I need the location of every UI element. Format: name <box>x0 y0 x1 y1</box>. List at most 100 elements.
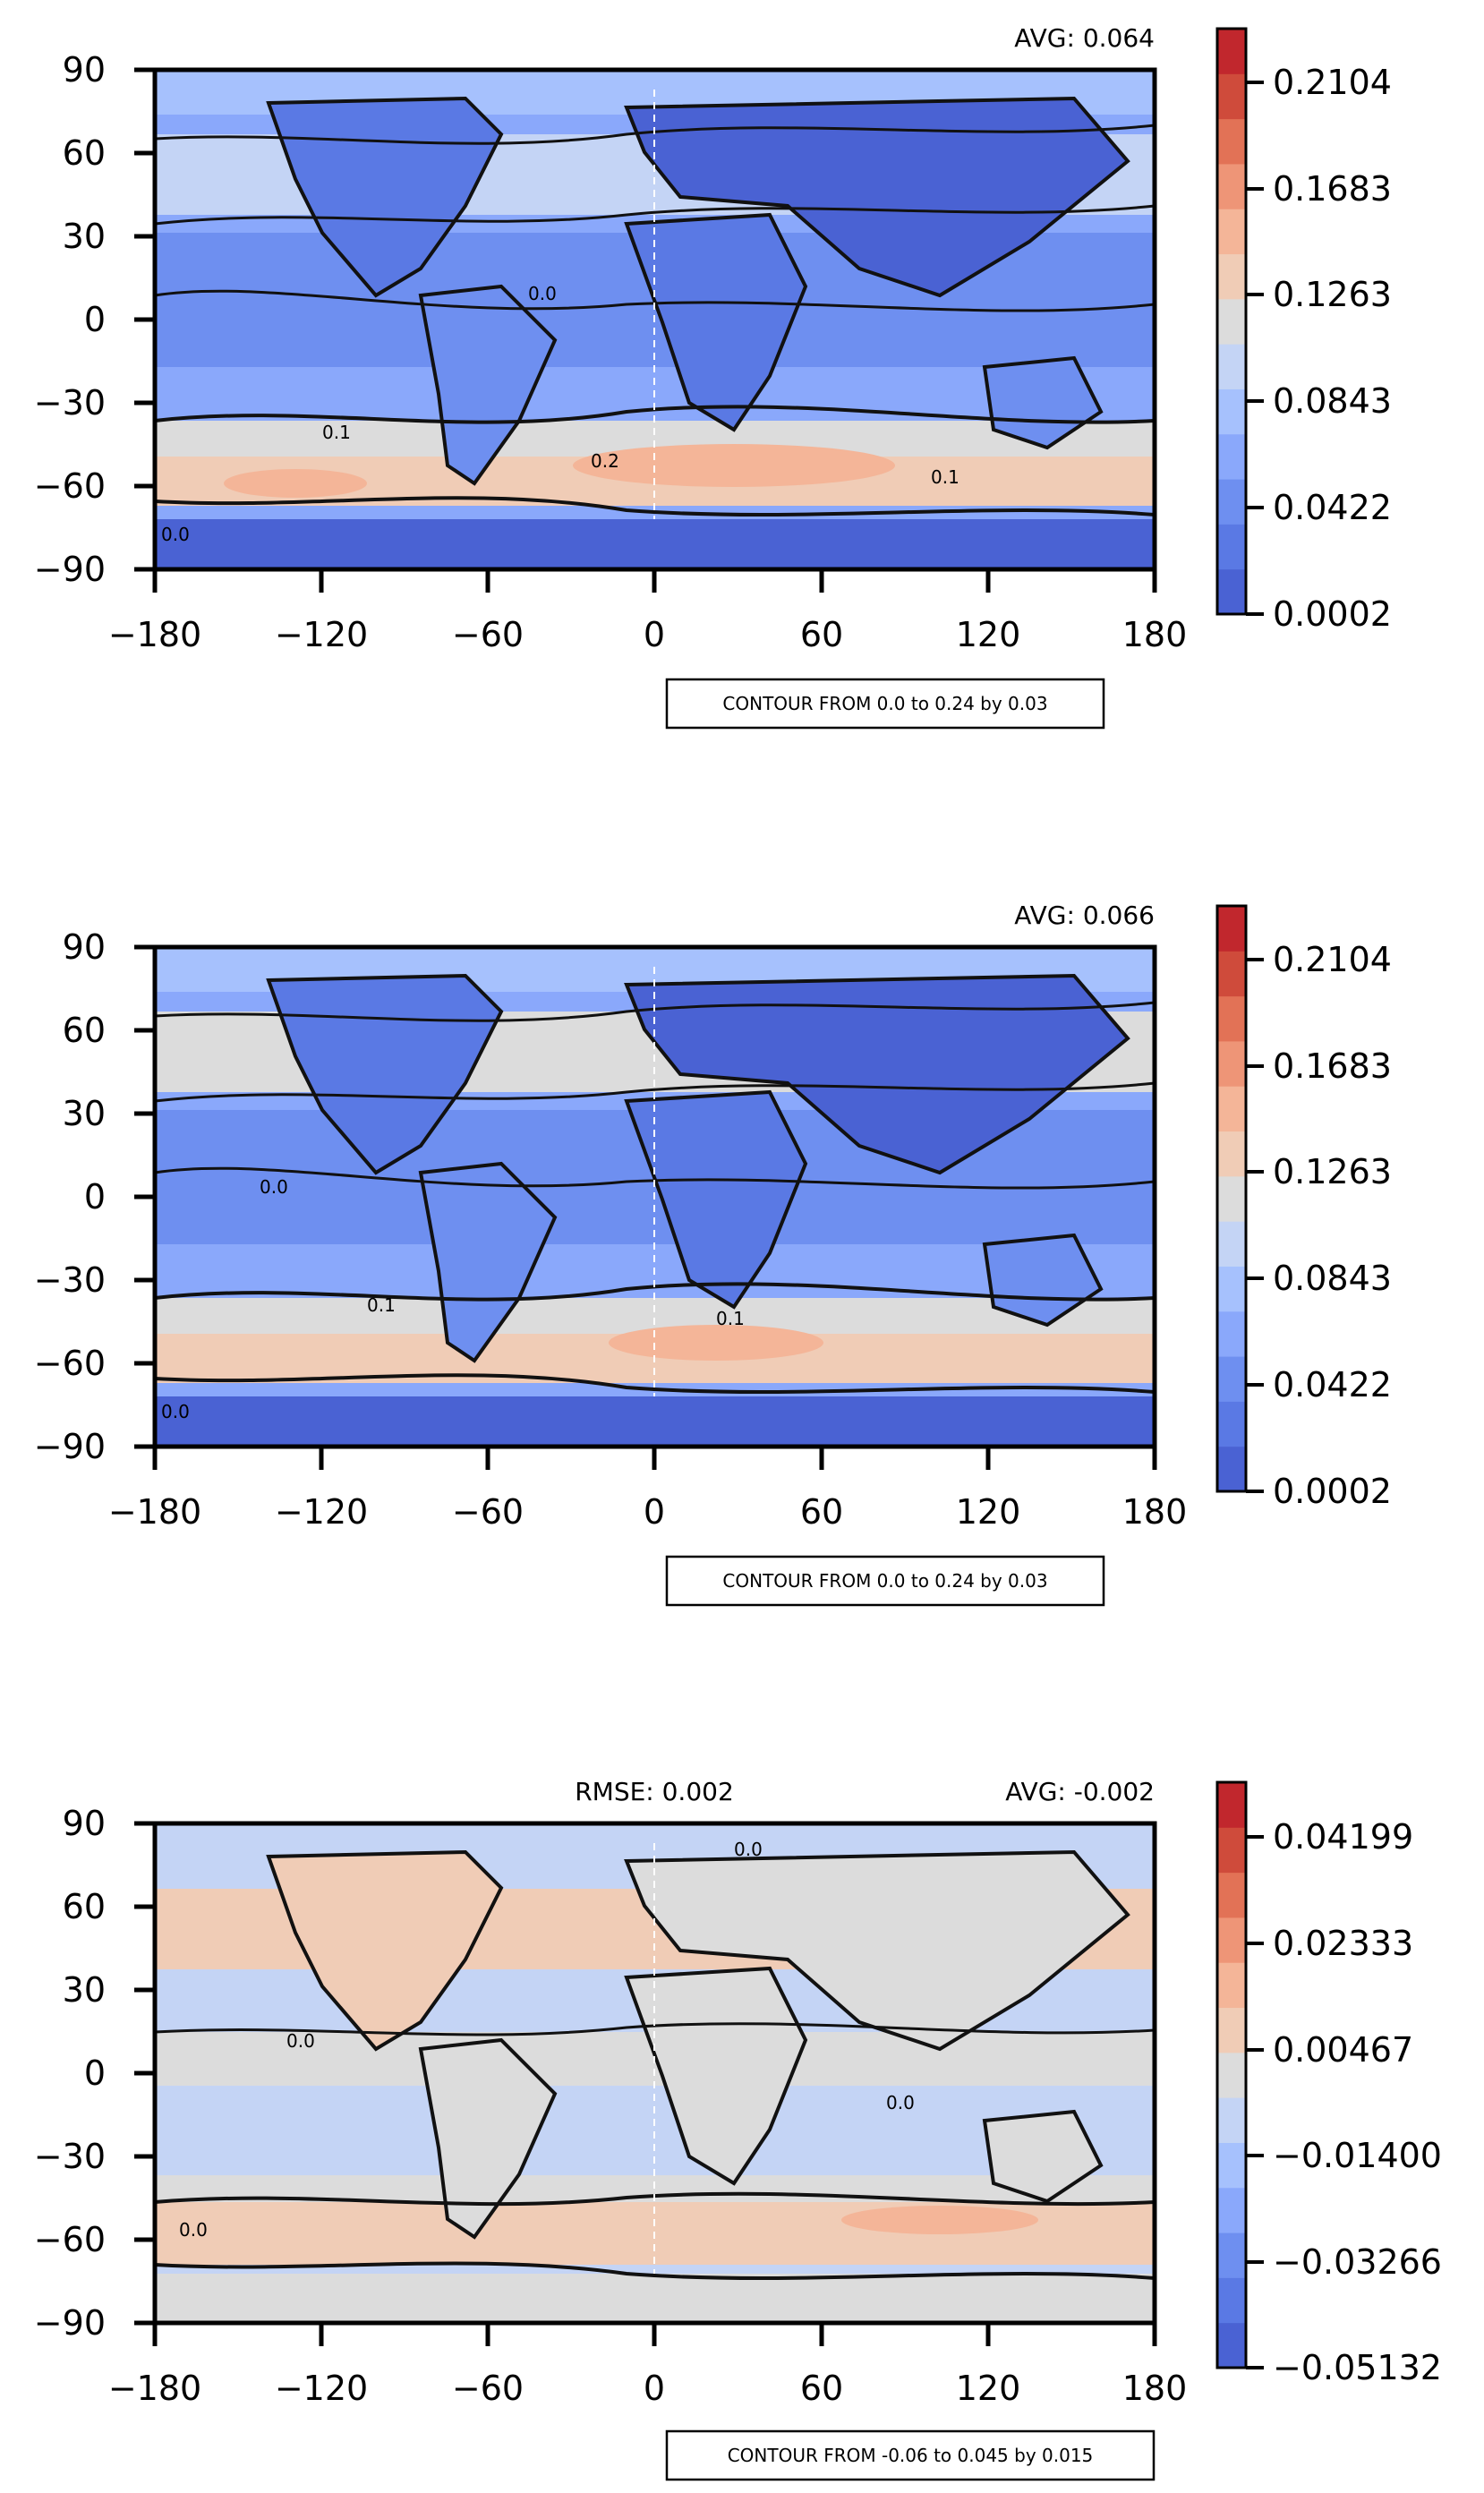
panel-2-x-tick-label: −120 <box>275 1492 368 1532</box>
panel-3-colorbar-tick: −0.05132 <box>1246 2348 1442 2387</box>
colorbar-swatch <box>1217 1872 1246 1918</box>
panel-3-y-tick: −60 <box>34 2220 155 2259</box>
panel-1-x-axis: −180 −120 −60 0 60 120 180 <box>108 569 1187 654</box>
panel-3-y-tick-label: −90 <box>34 2303 106 2343</box>
panel-1-y-tick: 60 <box>63 133 155 173</box>
panel-2-x-tick: 0 <box>644 1447 665 1532</box>
panel-3-y-tick: 0 <box>84 2053 155 2093</box>
colorbar-swatch <box>1217 995 1246 1042</box>
panel-2-x-tick: −120 <box>275 1447 368 1532</box>
panel-1-colorbar: 0.0002 0.0422 0.0843 0.1263 0.1683 0.210… <box>1215 27 1392 634</box>
panel-2-colorbar-swatches <box>1217 906 1246 1492</box>
panel-3-colorbar-tick: −0.01400 <box>1246 2136 1442 2175</box>
panel-1-contour-line <box>154 204 1156 226</box>
panel-1-contour-line <box>154 289 1156 312</box>
panel-2-patch-southern-ocean-peak <box>609 1325 823 1361</box>
panel-3-colorbar-tick: −0.03266 <box>1246 2242 1442 2282</box>
panel-1-contour-line <box>154 124 1156 145</box>
panel-1-contour-label: 0.1 <box>931 466 959 488</box>
panel-2-map: 0.0 0.1 0.1 0.0 <box>152 944 1157 1449</box>
panel-1-continent-north-america <box>266 96 504 298</box>
panel-3-contour-label: 0.0 <box>286 2030 315 2052</box>
colorbar-swatch <box>1217 2052 1246 2098</box>
panel-2-contour-note-box <box>665 1555 1105 1607</box>
panel-3-x-tick-label: −120 <box>275 2369 368 2408</box>
colorbar-swatch <box>1217 1827 1246 1874</box>
colorbar-swatch <box>1217 524 1246 570</box>
panel-1-y-tick: −90 <box>34 550 155 589</box>
panel-1-x-tick-label: 60 <box>800 615 843 654</box>
panel-2-band-antarctic <box>155 1396 1155 1447</box>
panel-2-contour-line <box>154 1373 1156 1394</box>
panel-3-y-tick-label: 60 <box>63 1887 106 1926</box>
panel-2-x-tick-label: 0 <box>644 1492 665 1532</box>
panel-3-x-tick-label: −60 <box>452 2369 524 2408</box>
panel-1-x-tick: 60 <box>800 569 843 654</box>
colorbar-swatch <box>1217 433 1246 480</box>
panel-2-y-tick: 30 <box>63 1094 155 1133</box>
panel-2-colorbar-tick: 0.2104 <box>1246 940 1392 979</box>
panel-3-colorbar-tick-label: −0.01400 <box>1273 2136 1442 2175</box>
panel-2-y-tick-label: −30 <box>34 1260 106 1300</box>
panel-3-y-tick-label: −30 <box>34 2137 106 2176</box>
panel-3-x-tick: −120 <box>275 2323 368 2408</box>
panel-3-contour-note-text: CONTOUR FROM -0.06 to 0.045 by 0.015 <box>728 2445 1094 2466</box>
panel-3-colorbar-tick-label: −0.05132 <box>1273 2348 1442 2387</box>
panel-2-colorbar-tick: 0.1263 <box>1246 1152 1392 1191</box>
panel-3-colorbar-tick: 0.00467 <box>1246 2030 1413 2070</box>
panel-2-continent-south-america <box>418 1161 558 1363</box>
panel-3-band-antarctic <box>155 2274 1155 2323</box>
panel-2-continent-africa <box>624 1089 808 1310</box>
colorbar-swatch <box>1217 1175 1246 1222</box>
panel-2-colorbar-frame <box>1215 904 1248 1493</box>
panel-2-colorbar-tick: 0.0843 <box>1246 1259 1392 1298</box>
panel-1-x-tick: −60 <box>452 569 524 654</box>
panel-1-colorbar-frame <box>1215 27 1248 616</box>
panel-3-x-tick: 0 <box>644 2323 665 2408</box>
panel-1-colorbar-tick: 0.0002 <box>1246 594 1392 634</box>
panel-1-y-tick-label: −60 <box>34 466 106 506</box>
colorbar-swatch <box>1217 29 1246 74</box>
panel-1-y-axis: 90 60 30 0 −30 −60 −90 <box>34 50 155 589</box>
panel-3-colorbar-tick-label: −0.03266 <box>1273 2242 1442 2282</box>
panel-3-contour-note: CONTOUR FROM -0.06 to 0.045 by 0.015 <box>665 2429 1156 2481</box>
colorbar-swatch <box>1217 1401 1246 1447</box>
colorbar-swatch <box>1217 388 1246 435</box>
panel-1-y-tick-label: 0 <box>84 300 106 339</box>
panel-2-continent-north-america <box>266 973 504 1175</box>
colorbar-swatch <box>1217 1446 1246 1492</box>
panel-1-colorbar-tick: 0.1263 <box>1246 275 1392 314</box>
colorbar-swatch <box>1217 1131 1246 1177</box>
colorbar-swatch <box>1217 2142 1246 2189</box>
panel-1-contour-line <box>154 496 1156 517</box>
panel-2-colorbar-tick-label: 0.0422 <box>1273 1365 1392 1404</box>
panel-3-x-tick-label: 0 <box>644 2369 665 2408</box>
panel-3-contour-line <box>154 2261 1156 2280</box>
panel-3-y-tick-label: 90 <box>63 1804 106 1843</box>
panel-2-x-tick-label: −180 <box>108 1492 201 1532</box>
colorbar-swatch <box>1217 1086 1246 1132</box>
panel-2-colorbar-tick-label: 0.1683 <box>1273 1046 1392 1086</box>
panel-2-contour-line <box>154 1081 1156 1103</box>
panel-1-colorbar-tick: 0.2104 <box>1246 63 1392 102</box>
panel-1-band-antarctic <box>155 519 1155 569</box>
panel-3-contour-label: 0.0 <box>179 2219 208 2241</box>
panel-2-band-south-midlat <box>155 1298 1155 1334</box>
colorbar-swatch <box>1217 253 1246 300</box>
panel-1-y-tick-label: −90 <box>34 550 106 589</box>
panel-1-colorbar-tick-label: 0.2104 <box>1273 63 1392 102</box>
panel-3-x-tick-label: 180 <box>1122 2369 1188 2408</box>
panel-3-colorbar-frame <box>1215 1780 1248 2369</box>
panel-3-y-tick: 90 <box>63 1804 155 1843</box>
panel-2-x-tick-label: 120 <box>956 1492 1021 1532</box>
panel-3-x-tick: 60 <box>800 2323 843 2408</box>
colorbar-swatch <box>1217 2233 1246 2278</box>
panel-3-continent-africa <box>624 1966 808 2186</box>
panel-3-colorbar-tick-label: 0.00467 <box>1273 2030 1413 2070</box>
colorbar-swatch <box>1217 951 1246 997</box>
panel-3-colorbar-tick: 0.02333 <box>1246 1924 1413 1963</box>
colorbar-swatch <box>1217 163 1246 209</box>
panel-2-x-tick-label: 60 <box>800 1492 843 1532</box>
panel-1-patch-pacific-peak <box>224 469 367 498</box>
